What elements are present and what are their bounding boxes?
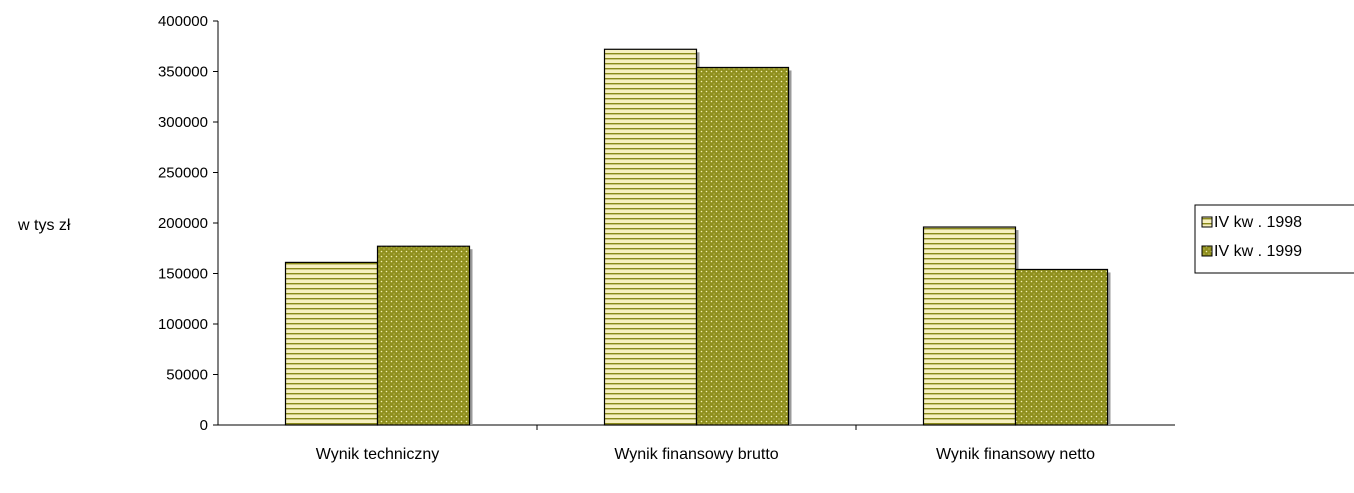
y-axis-label: w tys zł bbox=[17, 217, 71, 234]
category-label: Wynik finansowy netto bbox=[936, 446, 1095, 463]
y-tick-label: 400000 bbox=[158, 13, 208, 30]
bar-IVkw1998 bbox=[284, 261, 379, 426]
y-axis-ticks: 0 50000 100000 150000 200000 250000 300000 3500… bbox=[158, 13, 218, 434]
bar-IVkw1999 bbox=[695, 66, 790, 426]
bars bbox=[284, 48, 1111, 426]
bar-IVkw1998 bbox=[603, 48, 698, 426]
y-tick-label: 300000 bbox=[158, 114, 208, 131]
y-tick-label: 150000 bbox=[158, 266, 208, 283]
legend-swatch-1999 bbox=[1201, 245, 1213, 257]
y-tick-label: 50000 bbox=[166, 367, 208, 384]
bar-IVkw1998 bbox=[922, 226, 1017, 426]
category-label: Wynik finansowy brutto bbox=[614, 446, 778, 463]
bar-IVkw1999 bbox=[1014, 268, 1109, 426]
y-tick-label: 100000 bbox=[158, 316, 208, 333]
category-label: Wynik techniczny bbox=[316, 446, 439, 463]
category-labels: Wynik techniczny Wynik finansowy brutto Wy… bbox=[316, 446, 1095, 463]
legend: IV kw . 1998 IV kw . 1999 bbox=[1194, 204, 1354, 274]
legend-label-1999: IV kw . 1999 bbox=[1214, 243, 1302, 260]
bar-IVkw1999 bbox=[376, 245, 471, 426]
y-tick-label: 350000 bbox=[158, 64, 208, 81]
y-tick-label: 250000 bbox=[158, 165, 208, 182]
legend-frame bbox=[1194, 204, 1354, 274]
y-tick-label: 200000 bbox=[158, 215, 208, 232]
legend-label-1998: IV kw . 1998 bbox=[1214, 214, 1302, 231]
legend-swatch-1998 bbox=[1201, 216, 1213, 228]
y-tick-label: 0 bbox=[200, 417, 208, 434]
